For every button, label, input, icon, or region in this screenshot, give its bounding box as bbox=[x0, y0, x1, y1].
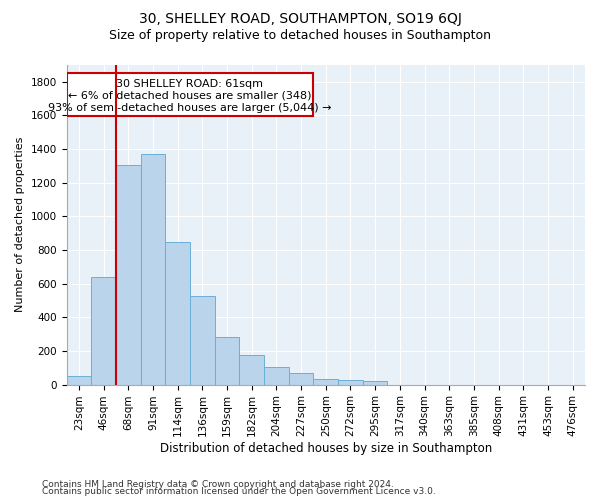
Text: 30 SHELLEY ROAD: 61sqm: 30 SHELLEY ROAD: 61sqm bbox=[116, 79, 263, 89]
Bar bbox=[116, 165, 140, 384]
Bar bbox=[140, 154, 165, 384]
Y-axis label: Number of detached properties: Number of detached properties bbox=[15, 137, 25, 312]
Text: Contains HM Land Registry data © Crown copyright and database right 2024.: Contains HM Land Registry data © Crown c… bbox=[42, 480, 394, 489]
Bar bbox=[338, 380, 363, 384]
Bar bbox=[313, 378, 338, 384]
Bar bbox=[67, 376, 91, 384]
X-axis label: Distribution of detached houses by size in Southampton: Distribution of detached houses by size … bbox=[160, 442, 492, 455]
Bar bbox=[190, 296, 215, 384]
Text: Size of property relative to detached houses in Southampton: Size of property relative to detached ho… bbox=[109, 29, 491, 42]
Text: Contains public sector information licensed under the Open Government Licence v3: Contains public sector information licen… bbox=[42, 488, 436, 496]
Bar bbox=[289, 373, 313, 384]
Text: ← 6% of detached houses are smaller (348): ← 6% of detached houses are smaller (348… bbox=[68, 90, 312, 101]
FancyBboxPatch shape bbox=[67, 74, 313, 116]
Text: 93% of semi-detached houses are larger (5,044) →: 93% of semi-detached houses are larger (… bbox=[48, 102, 332, 113]
Bar bbox=[239, 355, 264, 384]
Bar bbox=[363, 381, 388, 384]
Bar bbox=[264, 367, 289, 384]
Bar bbox=[215, 338, 239, 384]
Bar bbox=[165, 242, 190, 384]
Bar bbox=[91, 277, 116, 384]
Text: 30, SHELLEY ROAD, SOUTHAMPTON, SO19 6QJ: 30, SHELLEY ROAD, SOUTHAMPTON, SO19 6QJ bbox=[139, 12, 461, 26]
